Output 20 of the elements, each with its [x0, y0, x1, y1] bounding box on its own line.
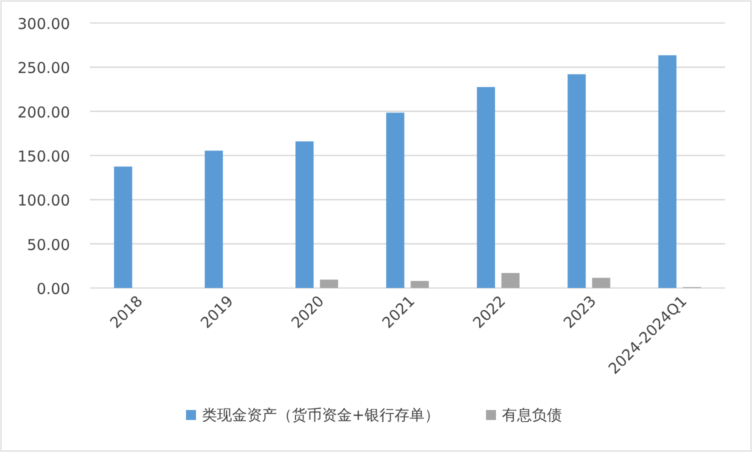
bar — [204, 150, 223, 288]
bar — [410, 280, 429, 288]
bar — [658, 55, 676, 288]
y-tick-label: 50.00 — [27, 236, 70, 254]
y-tick-label: 200.00 — [18, 103, 70, 122]
bar — [320, 280, 338, 288]
y-tick-label: 300.00 — [18, 15, 70, 33]
legend-label: 有息负债 — [502, 406, 562, 424]
bar — [386, 112, 404, 288]
bar — [501, 272, 520, 288]
y-tick-label: 150.00 — [18, 148, 70, 166]
bar — [592, 278, 610, 288]
bar — [568, 74, 586, 288]
legend-label: 类现金资产（货币资金+银行存单） — [202, 406, 440, 424]
bar — [114, 166, 132, 288]
bar — [295, 141, 314, 288]
y-tick-label: 100.00 — [18, 192, 70, 210]
y-tick-label: 0.00 — [36, 280, 70, 298]
y-tick-label: 250.00 — [18, 59, 70, 78]
bar — [476, 87, 496, 288]
